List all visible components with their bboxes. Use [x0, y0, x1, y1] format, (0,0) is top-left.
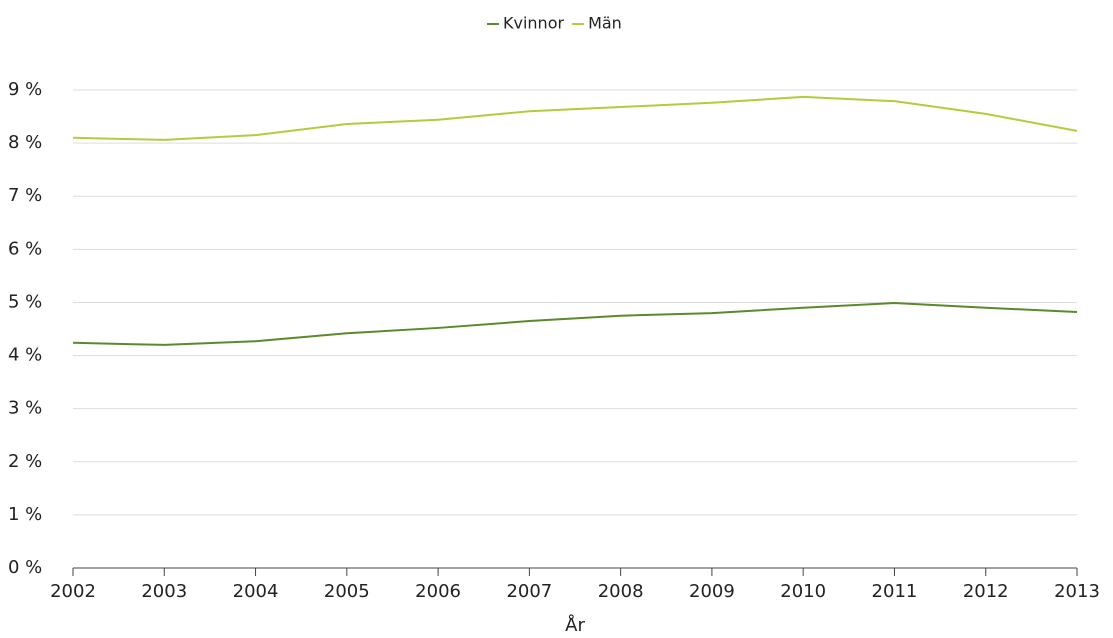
x-tick-label: 2010	[780, 581, 826, 602]
x-tick-label: 2012	[963, 581, 1009, 602]
x-tick-label: 2007	[506, 581, 552, 602]
legend-label: Män	[588, 14, 622, 33]
x-tick-label: 2009	[689, 581, 735, 602]
x-tick-label: 2002	[50, 581, 96, 602]
y-tick-label: 0 %	[8, 557, 42, 578]
x-tick-label: 2004	[233, 581, 279, 602]
series-line	[72, 301, 1078, 346]
y-tick-label: 8 %	[8, 132, 42, 153]
y-tick-label: 9 %	[8, 79, 42, 100]
x-tick-label: 2003	[141, 581, 187, 602]
y-tick-label: 4 %	[8, 345, 42, 366]
x-axis-title: År	[565, 614, 585, 636]
x-tick-label: 2005	[324, 581, 370, 602]
x-tick-label: 2006	[415, 581, 461, 602]
y-tick-label: 5 %	[8, 291, 42, 312]
y-tick-label: 3 %	[8, 398, 42, 419]
y-tick-label: 1 %	[8, 504, 42, 525]
legend-label: Kvinnor	[503, 14, 564, 33]
y-tick-label: 6 %	[8, 238, 42, 259]
series-line	[72, 95, 1078, 141]
x-tick-label: 2008	[598, 581, 644, 602]
y-tick-label: 7 %	[8, 185, 42, 206]
x-tick-label: 2011	[872, 581, 918, 602]
y-tick-label: 2 %	[8, 451, 42, 472]
x-tick-label: 2013	[1054, 581, 1100, 602]
